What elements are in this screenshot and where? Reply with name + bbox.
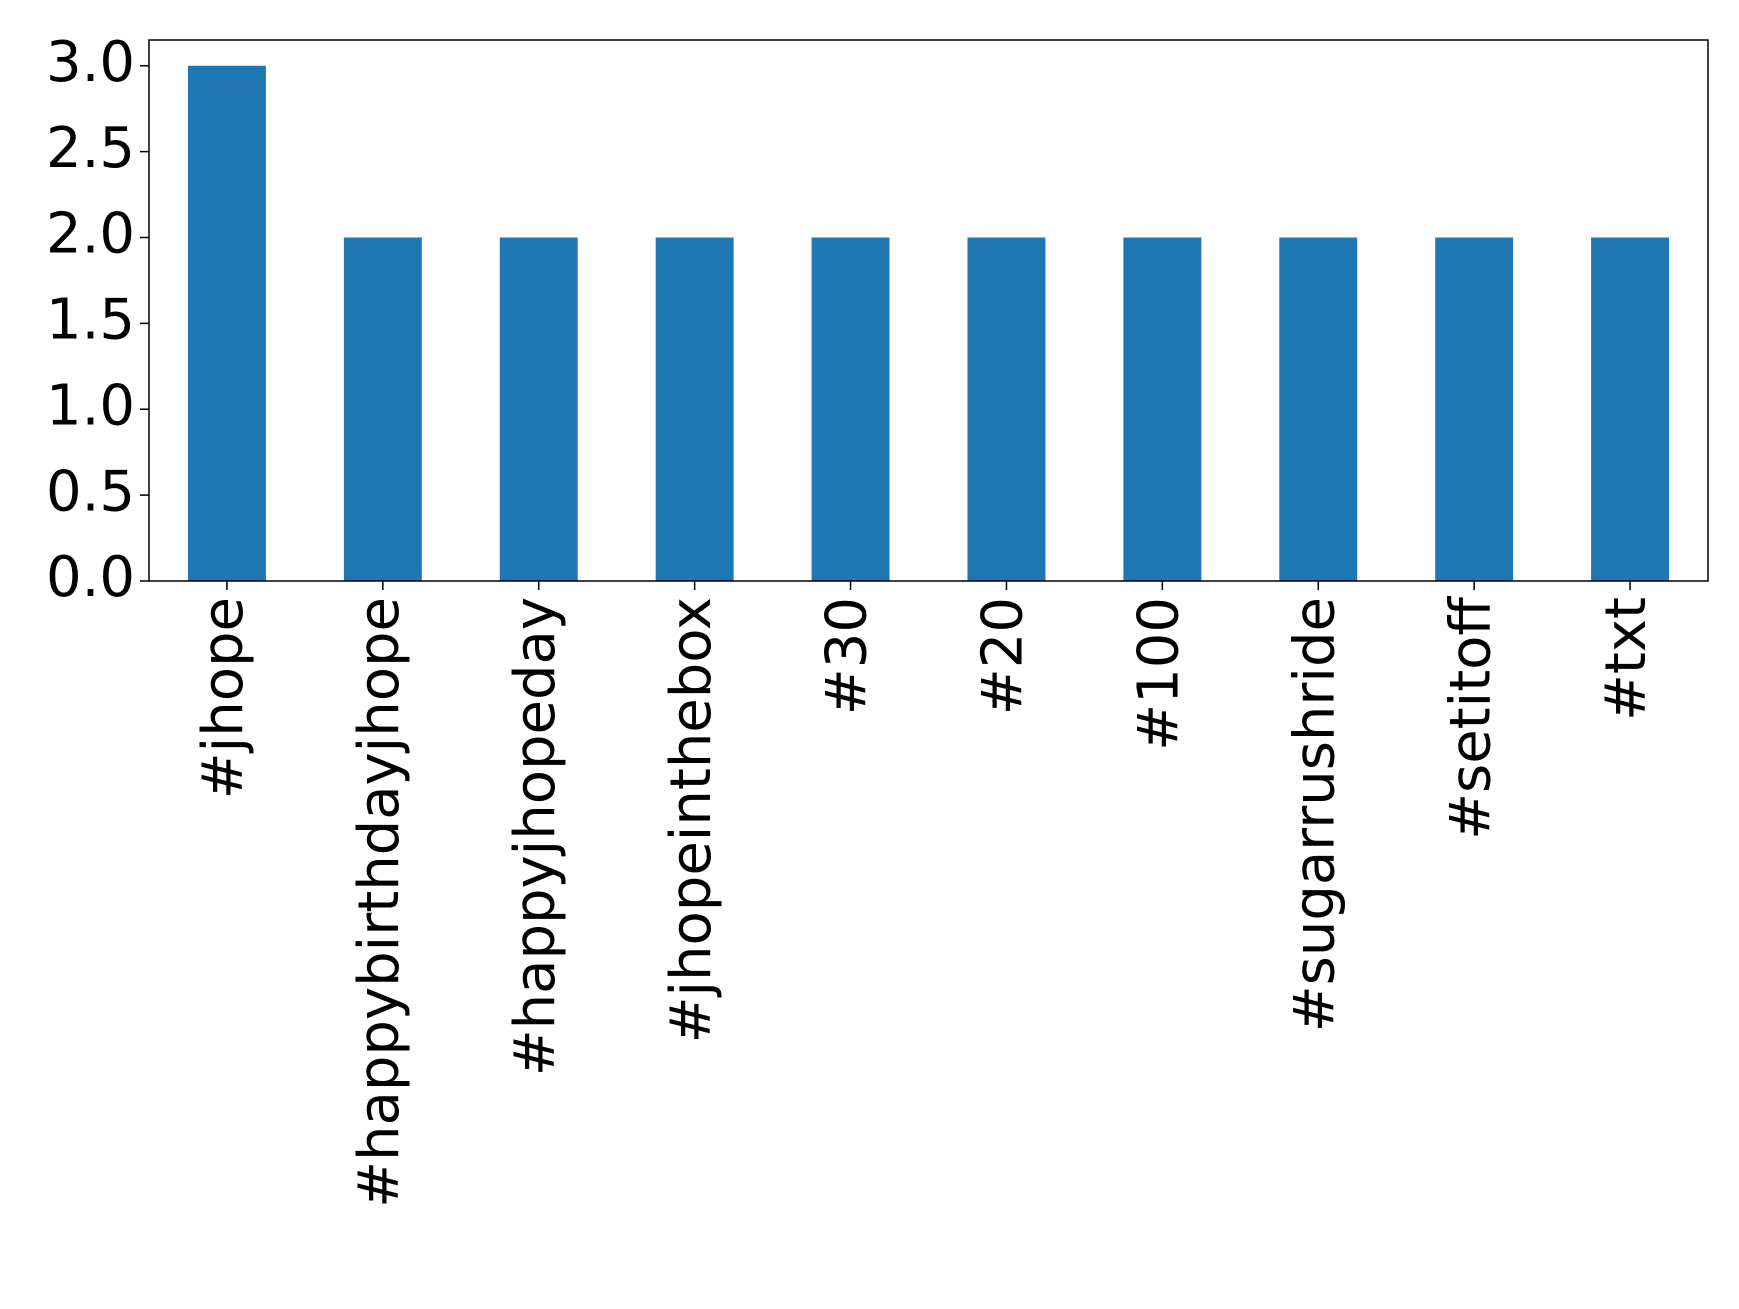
x-tick-label: #jhopeinthebox: [659, 597, 724, 1043]
x-tick-label: #20: [971, 597, 1036, 715]
x-tick-label: #txt: [1594, 597, 1659, 721]
y-tick-label: 0.0: [46, 545, 135, 610]
plot-frame: [148, 39, 1709, 582]
x-tick-label: #happybirthdayjhope: [347, 597, 412, 1208]
bar: [1123, 237, 1202, 581]
y-tick-label: 1.0: [46, 373, 135, 438]
x-tick-label: #100: [1126, 597, 1191, 751]
bar: [343, 237, 422, 581]
x-tick-label: #happyjhopeday: [503, 597, 568, 1076]
bar: [655, 237, 734, 581]
y-tick-label: 2.0: [46, 202, 135, 267]
y-tick-label: 1.5: [46, 288, 135, 353]
x-tick-label: #30: [815, 597, 880, 715]
y-tick-label: 0.5: [46, 459, 135, 524]
bar: [187, 65, 266, 581]
y-tick-label: 2.5: [46, 116, 135, 181]
bar: [1591, 237, 1670, 581]
bar: [811, 237, 890, 581]
y-tick-label: 3.0: [46, 30, 135, 95]
bar: [1435, 237, 1514, 581]
x-tick-label: #sugarrushride: [1282, 597, 1347, 1032]
bar: [499, 237, 578, 581]
x-tick-label: #jhope: [191, 597, 256, 799]
x-tick-label: #setitoff: [1438, 596, 1503, 840]
bar: [967, 237, 1046, 581]
bar: [1279, 237, 1358, 581]
